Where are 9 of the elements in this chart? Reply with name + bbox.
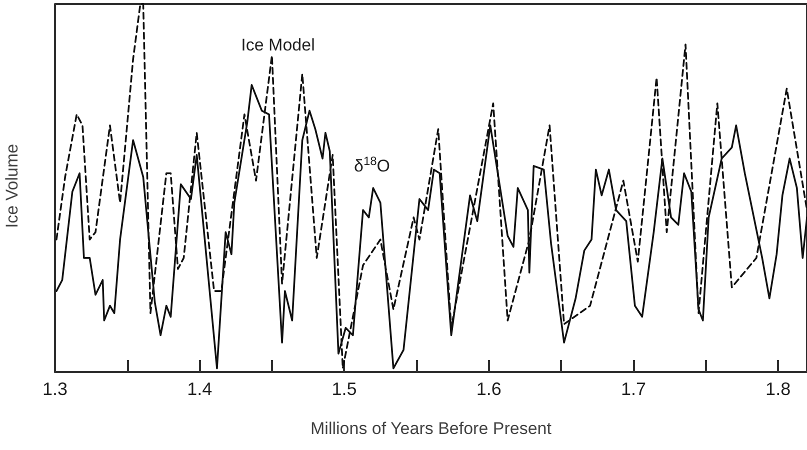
x-tick-label: 1.6 [476,379,502,399]
x-axis-title: Millions of Years Before Present [310,419,552,438]
x-tick-label: 1.4 [187,379,212,399]
y-axis-title: Ice Volume [2,144,22,228]
x-tick-label: 1.7 [620,379,646,399]
x-tick-label: 1.5 [332,379,357,399]
annotation: Ice Model [241,36,315,54]
x-tick-label: 1.3 [42,379,68,399]
x-tick-label: 1.8 [766,379,791,399]
